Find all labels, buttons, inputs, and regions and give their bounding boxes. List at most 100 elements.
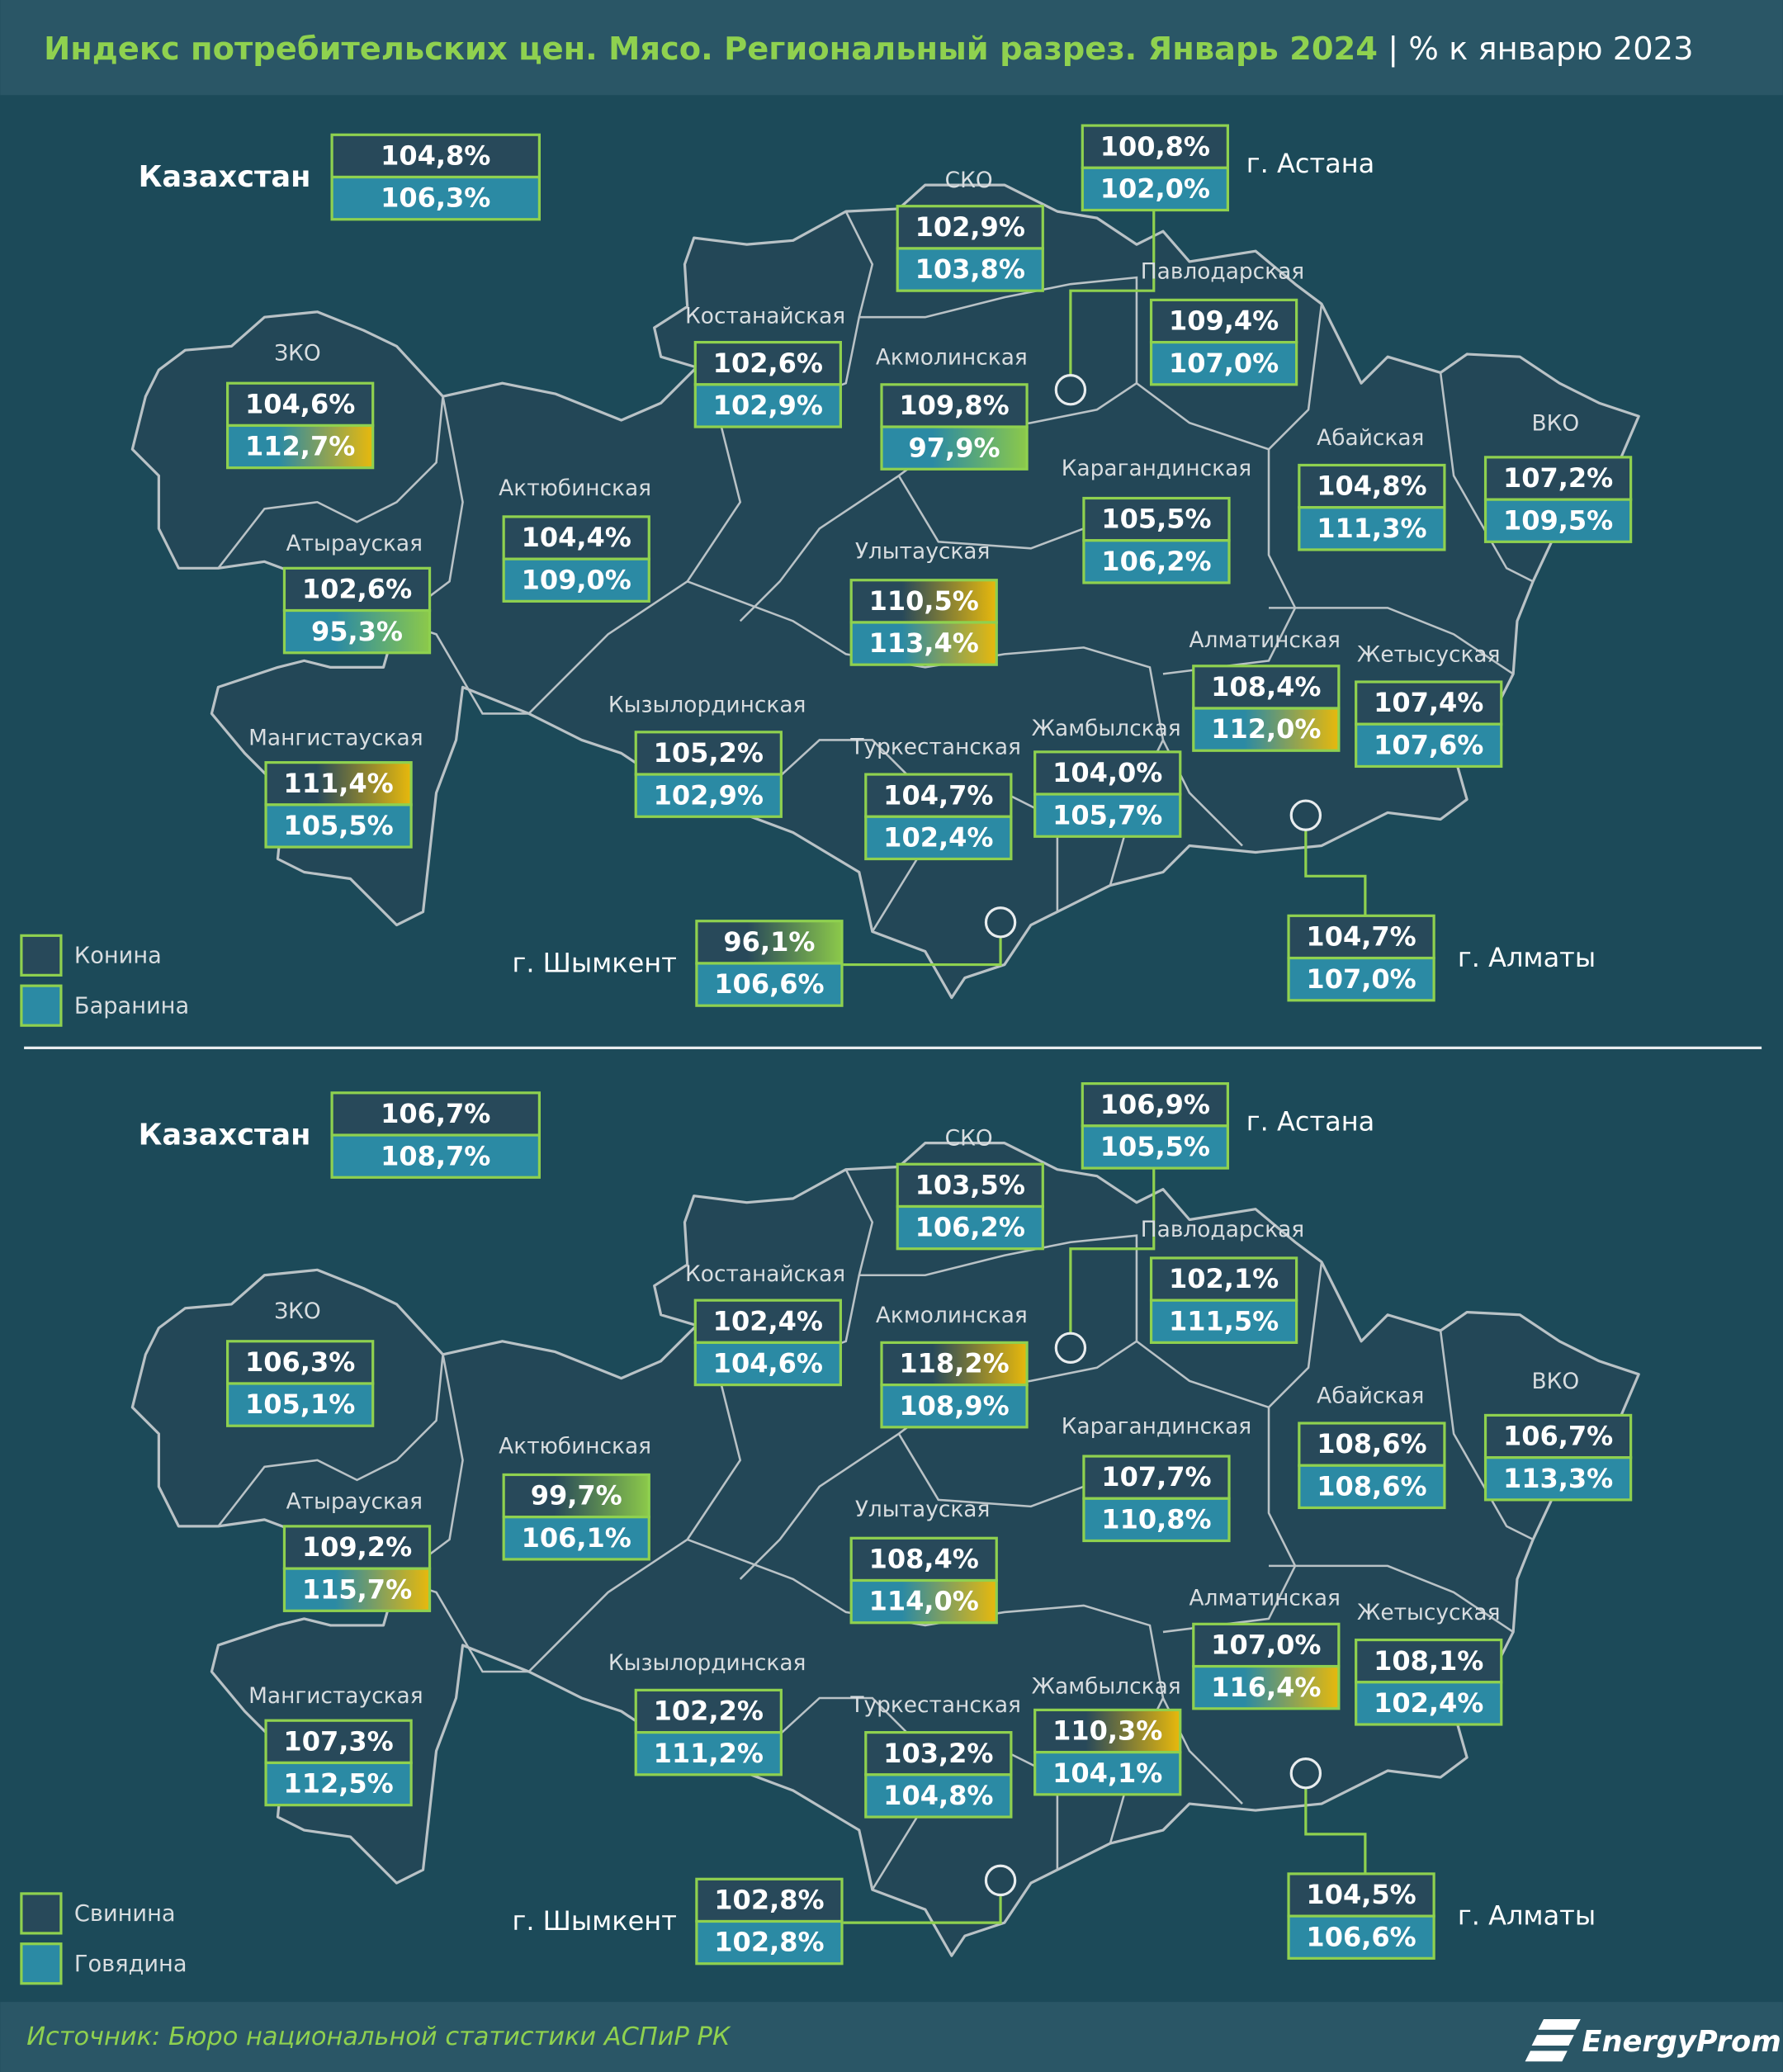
value-cell [1033,792,1182,838]
region-label: Мангистауская [248,725,423,750]
region-label: ВКО [1532,410,1580,436]
value-label: 102,9% [713,390,823,421]
title-sep: | [1378,30,1408,67]
value-cell [1483,1413,1633,1459]
value-cell [864,1773,1013,1819]
value-label: 104,8% [883,1780,993,1811]
value-label: 107,7% [1101,1461,1211,1493]
value-label: 104,6% [713,1348,823,1379]
value-label: 113,3% [1503,1463,1613,1494]
value-label: 107,0% [1169,348,1279,379]
value-cell [1483,498,1633,543]
value-label: 109,8% [899,390,1009,421]
region-label: г. Шымкент [513,948,677,979]
value-label: 104,0% [1052,757,1162,788]
value-label: 110,5% [869,585,979,617]
value-cell [502,1516,650,1561]
value-label: 109,5% [1503,504,1613,536]
value-cell [634,731,783,776]
region-label: Мангистауская [248,1683,423,1709]
value-label: 107,6% [1374,729,1483,760]
region-label: Алматинская [1189,627,1341,653]
value-label: 103,2% [883,1738,993,1769]
value-label: 107,2% [1503,462,1613,494]
region-label: Павлодарская [1141,1217,1304,1242]
value-cell [1082,539,1231,584]
value-cell [864,815,1013,861]
value-label: 104,8% [381,140,490,171]
region-label: ЗКО [274,1299,320,1324]
value-cell [1192,1664,1341,1710]
region-label: г. Астана [1246,148,1374,179]
value-label: 113,4% [869,627,979,659]
value-label: 105,1% [245,1388,355,1420]
region-label: Карагандинская [1062,1413,1251,1439]
value-cell [1298,1422,1446,1467]
legend-label: Свинина [74,1901,176,1927]
value-label: 112,5% [283,1768,393,1800]
value-label: 109,0% [522,564,631,595]
value-label: 104,7% [883,779,993,811]
value-cell [1192,707,1341,752]
value-cell [1149,1299,1298,1344]
value-label: 116,4% [1211,1672,1321,1703]
source: Источник: Бюро национальной статистики А… [26,2022,731,2051]
region-label: Туркестанская [849,1692,1021,1718]
value-label: 106,6% [714,968,824,1000]
value-cell [634,773,783,818]
value-label: 108,1% [1374,1645,1483,1677]
value-label: 100,8% [1100,130,1210,162]
value-cell [1149,340,1298,386]
region-label: Костанайская [685,304,845,329]
value-cell [1149,298,1298,344]
value-label: 96,1% [723,926,815,958]
value-cell [693,340,842,386]
title-bar [0,0,1783,96]
value-cell [1081,124,1229,169]
value-cell [1483,456,1633,501]
region-label: г. Алматы [1458,1900,1596,1932]
value-label: 103,8% [915,253,1025,285]
value-cell [880,1384,1029,1429]
value-label: 107,0% [1211,1630,1321,1661]
value-cell [264,761,413,807]
region-label: Жетысуская [1357,1600,1501,1625]
region-label: г. Алматы [1458,942,1596,973]
value-label: 104,8% [1317,471,1426,502]
value-label: 108,4% [1211,671,1321,702]
value-label: 97,9% [909,432,1000,463]
value-label: 108,7% [381,1140,490,1171]
value-label: 115,7% [302,1573,412,1605]
region-label: Абайская [1317,1384,1424,1409]
value-label: 102,6% [302,574,412,605]
value-label: 102,4% [713,1305,823,1336]
region-label: г. Астана [1246,1106,1374,1138]
value-cell [264,803,413,849]
value-cell [896,205,1044,250]
value-cell [330,1133,541,1179]
value-cell [282,1525,432,1570]
legend-label: Конина [74,943,162,968]
value-label: 103,5% [915,1169,1025,1200]
value-cell [330,175,541,221]
value-label: 105,5% [1101,504,1211,535]
value-cell [1287,956,1435,1002]
value-cell [264,1761,413,1807]
value-cell [1287,1914,1435,1960]
value-label: 102,8% [714,1927,824,1958]
region-label: Атырауская [286,531,423,556]
region-label: г. Шымкент [513,1905,677,1937]
value-cell [896,1162,1044,1209]
value-label: 102,8% [714,1885,824,1916]
value-cell [1355,722,1503,769]
value-label: 106,3% [245,1346,355,1378]
region-label: Карагандинская [1062,456,1251,481]
value-cell [502,1473,650,1519]
value-cell [226,1382,375,1427]
value-cell [849,1578,998,1625]
region-label: Актюбинская [499,475,651,501]
value-label: 105,7% [1052,799,1162,830]
value-cell [1081,1124,1229,1170]
value-label: 104,7% [1306,921,1416,953]
value-label: 102,9% [654,779,764,811]
